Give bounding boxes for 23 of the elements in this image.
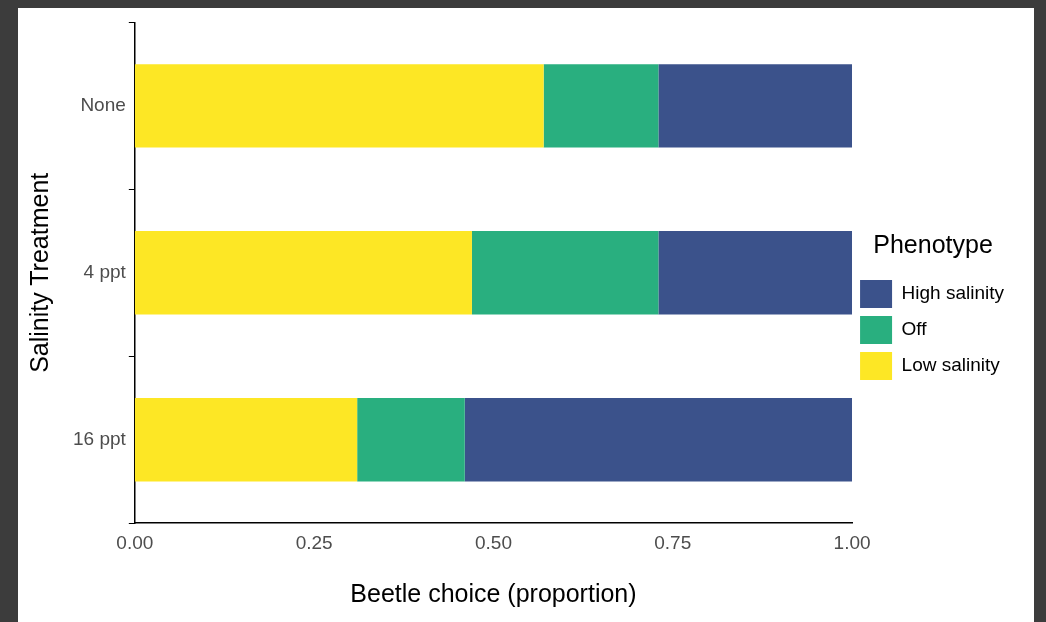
legend-label: Low salinity	[901, 354, 1001, 376]
y-tick-label: 16 ppt	[73, 427, 127, 449]
bar	[471, 231, 659, 315]
bar	[658, 231, 853, 315]
bar	[134, 231, 472, 315]
x-axis-title: Beetle choice (proportion)	[350, 578, 637, 607]
y-tick-label: 4 ppt	[83, 261, 127, 283]
bar	[658, 64, 853, 148]
legend-label: High salinity	[901, 282, 1005, 304]
bar	[543, 64, 659, 148]
bar	[134, 398, 358, 482]
x-tick-label: 0.25	[295, 531, 333, 553]
x-tick-label: 0.75	[654, 531, 692, 553]
legend-label: Off	[901, 318, 928, 340]
x-tick-label: 1.00	[833, 531, 871, 553]
legend-title: Phenotype	[873, 230, 993, 259]
bar	[464, 398, 853, 482]
x-tick-label: 0.00	[116, 531, 154, 553]
bar	[134, 64, 544, 148]
y-axis-title: Salinity Treatment	[24, 172, 53, 373]
bar	[357, 398, 465, 482]
x-tick-label: 0.50	[474, 531, 512, 553]
y-tick-label: None	[80, 94, 126, 116]
